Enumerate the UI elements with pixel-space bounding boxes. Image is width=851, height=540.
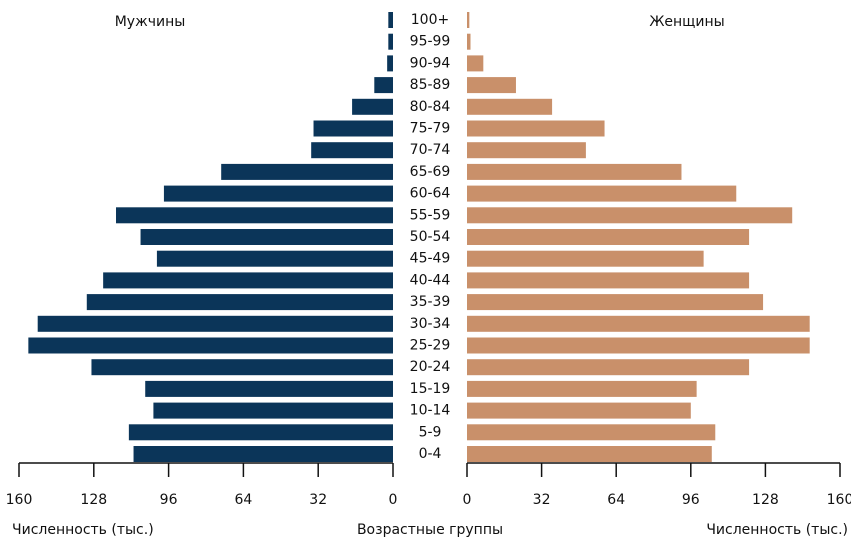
category-label: 45-49 — [410, 251, 451, 267]
bar-male — [140, 229, 393, 245]
category-label: 95-99 — [410, 34, 451, 50]
category-label: 30-34 — [410, 316, 451, 332]
category-label: 40-44 — [410, 272, 451, 288]
category-label: 0-4 — [419, 446, 442, 462]
bar-female — [467, 207, 793, 224]
bar-female — [467, 98, 553, 115]
bar-female — [467, 12, 470, 28]
category-label: 70-74 — [410, 142, 451, 158]
bar-female — [467, 55, 484, 72]
bar-male — [374, 77, 393, 94]
bar-female — [467, 229, 750, 245]
x-tick-label: 0 — [389, 492, 398, 508]
category-label: 85-89 — [410, 77, 451, 93]
bar-male — [153, 402, 393, 419]
category-label: 60-64 — [410, 186, 451, 202]
bar-male — [91, 359, 394, 376]
bar-female — [467, 77, 516, 94]
bar-female — [467, 424, 716, 441]
bar-male — [313, 120, 393, 137]
category-label: 35-39 — [410, 294, 451, 310]
legend-male: Мужчины — [115, 14, 186, 30]
bar-female — [467, 142, 586, 159]
bar-female — [467, 315, 810, 332]
x-tick-label: 160 — [6, 492, 33, 508]
x-tick-label: 96 — [160, 492, 178, 508]
x-tick-label: 0 — [463, 492, 472, 508]
bar-female — [467, 294, 764, 311]
bar-male — [163, 185, 393, 202]
bar-female — [467, 120, 605, 137]
category-label: 50-54 — [410, 229, 451, 245]
bar-male — [156, 250, 393, 267]
category-label: 10-14 — [410, 403, 451, 419]
x-tick-label: 64 — [234, 492, 252, 508]
category-label: 90-94 — [410, 55, 451, 71]
x-tick-label: 160 — [827, 492, 851, 508]
bar-male — [116, 207, 393, 224]
bar-female — [467, 185, 737, 202]
bar-male — [28, 337, 393, 354]
bar-male — [145, 380, 393, 397]
x-tick-label: 32 — [533, 492, 551, 508]
category-label: 80-84 — [410, 99, 451, 115]
x-tick-label: 32 — [309, 492, 327, 508]
bar-female — [467, 380, 697, 397]
legend-female: Женщины — [649, 14, 724, 30]
x-axis-label-left: Численность (тыс.) — [12, 522, 154, 538]
bar-female — [467, 272, 750, 289]
bar-male — [103, 272, 394, 289]
category-label: 65-69 — [410, 164, 451, 180]
bar-male — [311, 142, 393, 159]
category-label: 5-9 — [419, 424, 442, 440]
category-label: 20-24 — [410, 359, 451, 375]
bar-female — [467, 250, 704, 267]
bar-male — [387, 55, 393, 72]
bar-female — [467, 33, 471, 50]
category-label: 25-29 — [410, 338, 451, 354]
category-label: 100+ — [411, 12, 449, 28]
bar-male — [133, 446, 393, 462]
bar-male — [221, 163, 393, 180]
bar-male — [128, 424, 394, 441]
bar-male — [352, 98, 393, 115]
bar-female — [467, 337, 810, 354]
x-tick-label: 96 — [682, 492, 700, 508]
bar-male — [388, 33, 393, 50]
x-tick-label: 64 — [607, 492, 625, 508]
bar-female — [467, 446, 712, 462]
category-label: 15-19 — [410, 381, 451, 397]
bar-male — [388, 12, 393, 28]
x-axis-label-right: Численность (тыс.) — [706, 522, 848, 538]
category-label: 75-79 — [410, 121, 451, 137]
bar-female — [467, 359, 750, 376]
category-axis-label: Возрастные группы — [357, 522, 503, 538]
bar-female — [467, 163, 682, 180]
bar-male — [37, 315, 393, 332]
category-label: 55-59 — [410, 207, 451, 223]
bar-female — [467, 402, 691, 419]
x-tick-label: 128 — [80, 492, 107, 508]
bar-male — [86, 294, 393, 311]
x-tick-label: 128 — [752, 492, 779, 508]
